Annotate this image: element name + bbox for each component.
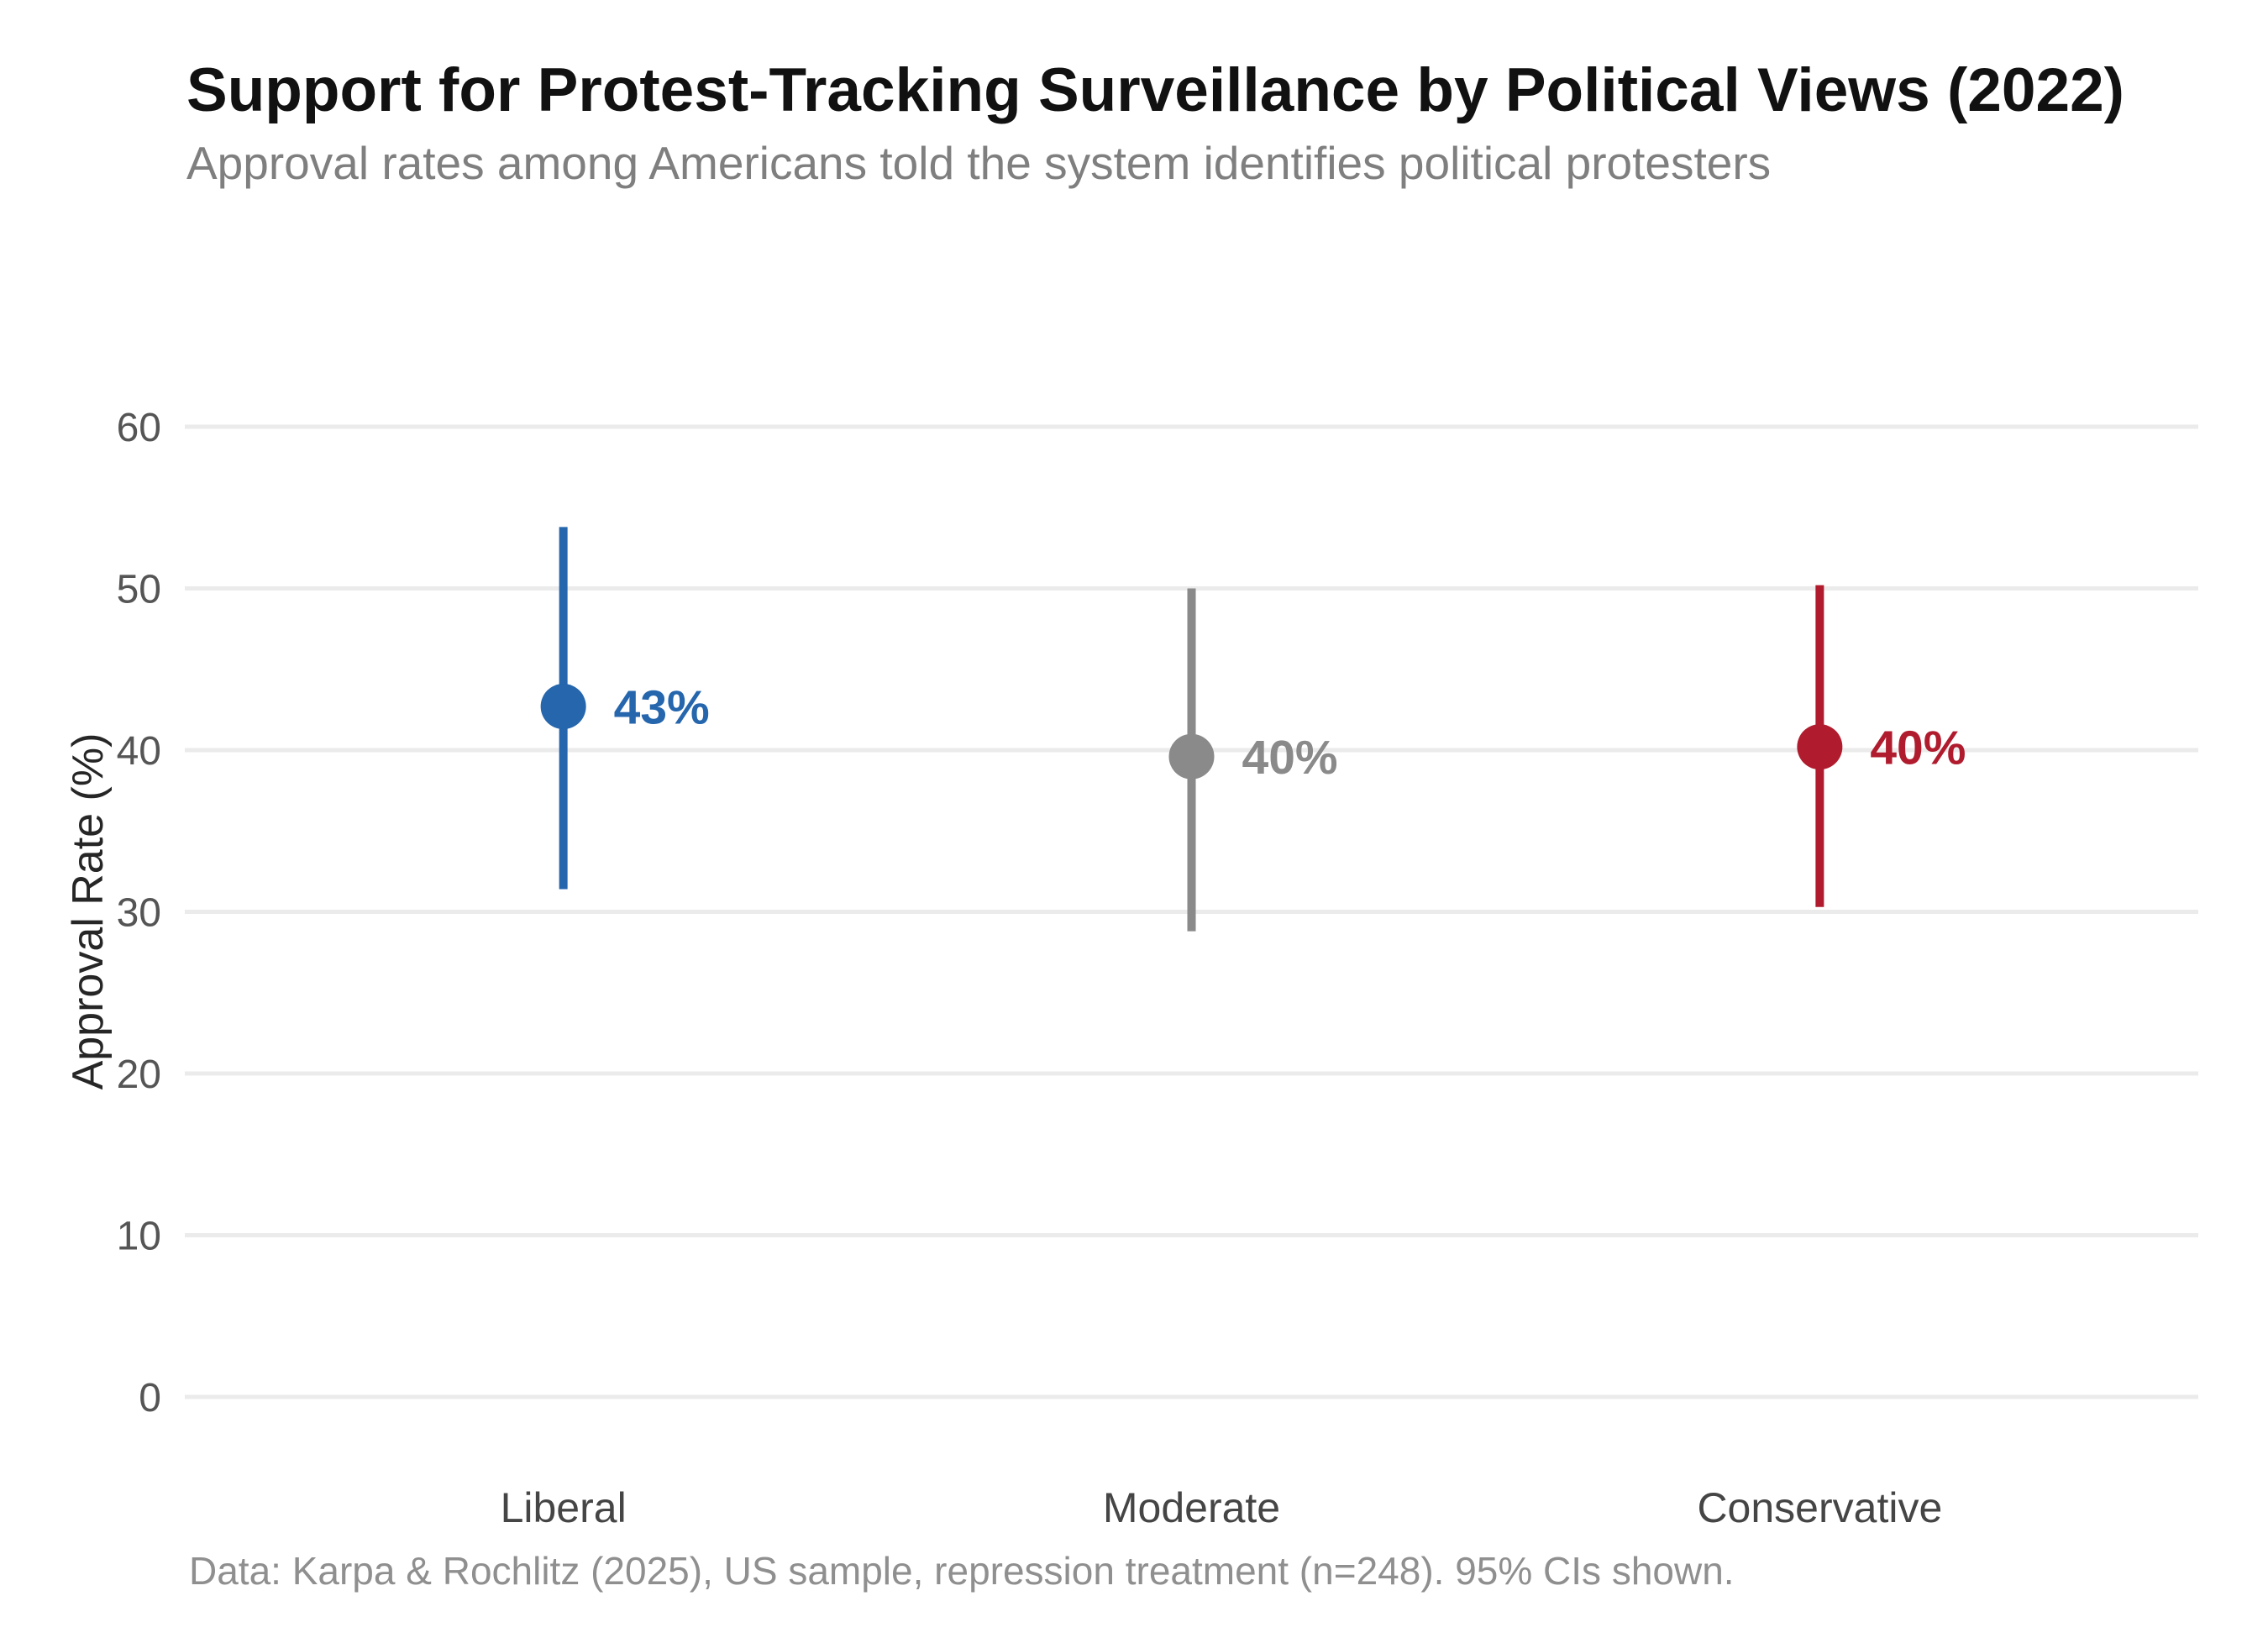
y-tick-label: 40 (117, 729, 161, 774)
value-label-conservative: 40% (1870, 722, 1966, 775)
y-tick-label: 30 (117, 890, 161, 935)
data-point-liberal (540, 684, 586, 730)
x-category-label-moderate: Moderate (1103, 1484, 1280, 1531)
value-label-liberal: 43% (614, 681, 710, 735)
y-tick-label: 20 (117, 1053, 161, 1097)
chart-title: Support for Protest-Tracking Surveillanc… (186, 56, 2124, 124)
y-tick-label: 50 (117, 567, 161, 612)
source-note: Data: Karpa & Rochlitz (2025), US sample… (189, 1549, 1735, 1593)
data-point-conservative (1797, 724, 1843, 770)
chart-subtitle: Approval rates among Americans told the … (186, 137, 1772, 189)
y-tick-label: 10 (117, 1214, 161, 1258)
value-label-moderate: 40% (1242, 731, 1338, 785)
data-point-moderate (1168, 733, 1215, 780)
x-category-label-liberal: Liberal (501, 1484, 627, 1531)
y-tick-label: 60 (117, 406, 161, 450)
y-tick-label: 0 (139, 1376, 161, 1420)
x-category-label-conservative: Conservative (1697, 1484, 1942, 1531)
